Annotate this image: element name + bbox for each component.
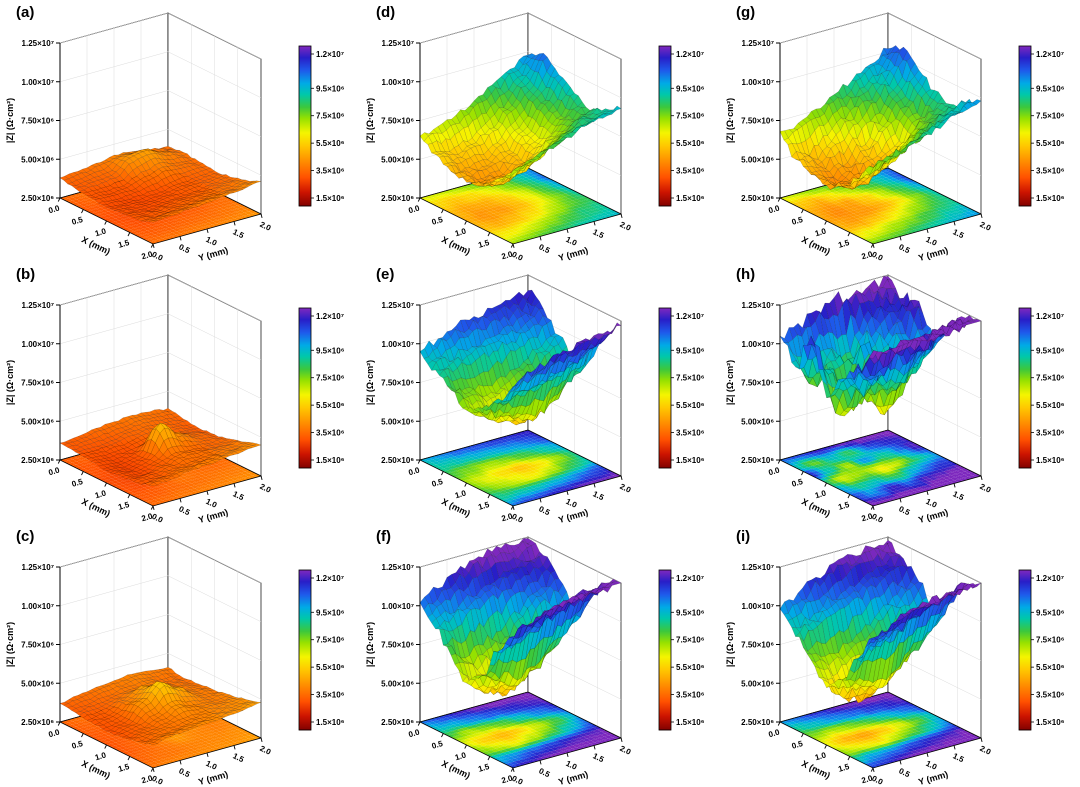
surface-plot-canvas-b	[0, 262, 360, 524]
surface-plot-canvas-d	[360, 0, 720, 262]
panel-g: (g)	[720, 0, 1080, 262]
panel-b: (b)	[0, 262, 360, 524]
surface-plot-canvas-i	[720, 524, 1080, 786]
panel-c: (c)	[0, 524, 360, 786]
panel-label-a: (a)	[16, 4, 35, 21]
surface-plot-canvas-a	[0, 0, 360, 262]
panel-d: (d)	[360, 0, 720, 262]
panel-label-g: (g)	[736, 4, 756, 21]
panel-label-i: (i)	[736, 528, 751, 545]
panel-f: (f)	[360, 524, 720, 786]
surface-plot-canvas-f	[360, 524, 720, 786]
panel-label-e: (e)	[376, 266, 395, 283]
panel-label-h: (h)	[736, 266, 756, 283]
panel-e: (e)	[360, 262, 720, 524]
panel-i: (i)	[720, 524, 1080, 786]
panel-label-d: (d)	[376, 4, 396, 21]
panel-label-f: (f)	[376, 528, 391, 545]
surface-plot-canvas-g	[720, 0, 1080, 262]
surface-plot-canvas-c	[0, 524, 360, 786]
panel-label-c: (c)	[16, 528, 35, 545]
surface-plot-canvas-e	[360, 262, 720, 524]
surface-plot-canvas-h	[720, 262, 1080, 524]
panel-label-b: (b)	[16, 266, 36, 283]
panel-h: (h)	[720, 262, 1080, 524]
panel-a: (a)	[0, 0, 360, 262]
